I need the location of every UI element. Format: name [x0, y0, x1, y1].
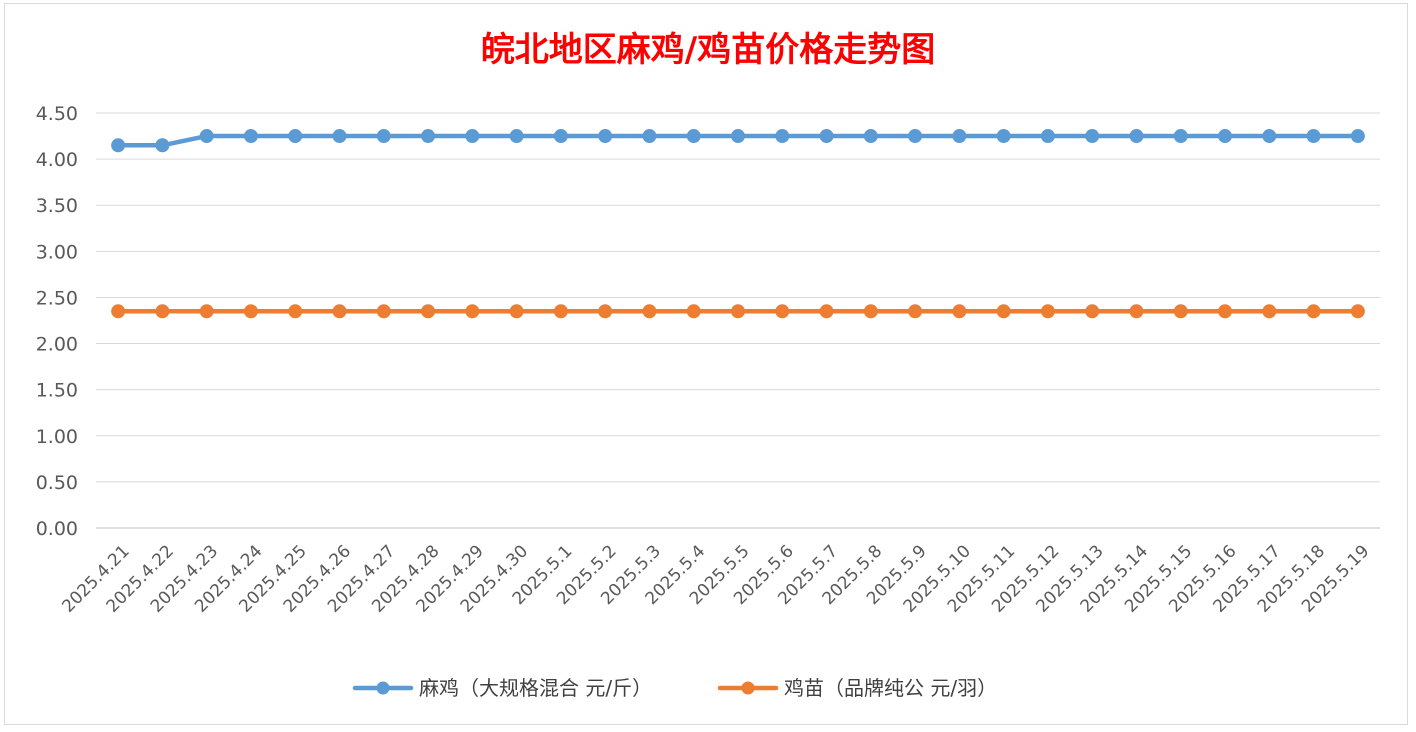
- data-point-series-1: [1040, 129, 1055, 144]
- data-point-series-1: [996, 129, 1011, 144]
- data-point-series-2: [1262, 304, 1277, 319]
- data-point-series-1: [465, 129, 480, 144]
- y-tick-label: 2.50: [36, 287, 78, 309]
- data-point-series-1: [376, 129, 391, 144]
- y-tick-label: 0.00: [36, 518, 78, 540]
- data-point-series-2: [775, 304, 790, 319]
- data-point-series-1: [1350, 129, 1365, 144]
- data-point-series-2: [111, 304, 126, 319]
- data-point-series-2: [1173, 304, 1188, 319]
- data-point-series-1: [421, 129, 436, 144]
- data-point-series-2: [1129, 304, 1144, 319]
- data-point-series-1: [1085, 129, 1100, 144]
- legend-label: 鸡苗（品牌纯公 元/羽）: [784, 676, 997, 700]
- data-point-series-2: [819, 304, 834, 319]
- data-point-series-1: [155, 138, 170, 153]
- data-point-series-2: [465, 304, 480, 319]
- data-point-series-2: [996, 304, 1011, 319]
- data-point-series-2: [421, 304, 436, 319]
- data-point-series-1: [509, 129, 524, 144]
- y-tick-label: 2.00: [36, 334, 78, 356]
- data-point-series-2: [863, 304, 878, 319]
- data-point-series-1: [686, 129, 701, 144]
- data-point-series-2: [1218, 304, 1233, 319]
- data-point-series-1: [952, 129, 967, 144]
- data-point-series-1: [111, 138, 126, 153]
- data-point-series-1: [819, 129, 834, 144]
- data-point-series-2: [376, 304, 391, 319]
- data-point-series-1: [288, 129, 303, 144]
- legend-swatch-marker: [376, 681, 390, 695]
- data-point-series-1: [553, 129, 568, 144]
- y-tick-label: 4.50: [36, 103, 78, 125]
- data-point-series-2: [199, 304, 214, 319]
- data-point-series-2: [553, 304, 568, 319]
- data-point-series-2: [1085, 304, 1100, 319]
- data-point-series-1: [598, 129, 613, 144]
- data-point-series-1: [1262, 129, 1277, 144]
- y-tick-label: 4.00: [36, 149, 78, 171]
- data-point-series-1: [243, 129, 258, 144]
- data-point-series-2: [598, 304, 613, 319]
- data-point-series-1: [1173, 129, 1188, 144]
- data-point-series-2: [243, 304, 258, 319]
- data-point-series-1: [332, 129, 347, 144]
- data-point-series-2: [288, 304, 303, 319]
- data-point-series-1: [1306, 129, 1321, 144]
- data-point-series-1: [199, 129, 214, 144]
- data-point-series-2: [332, 304, 347, 319]
- chart-title: 皖北地区麻鸡/鸡苗价格走势图: [481, 30, 935, 70]
- data-point-series-2: [1350, 304, 1365, 319]
- data-point-series-2: [908, 304, 923, 319]
- data-point-series-2: [642, 304, 657, 319]
- data-point-series-1: [642, 129, 657, 144]
- chart-area: [4, 3, 1408, 725]
- data-point-series-2: [155, 304, 170, 319]
- legend-swatch-marker: [741, 681, 755, 695]
- data-point-series-1: [731, 129, 745, 144]
- data-point-series-1: [908, 129, 923, 144]
- y-tick-label: 3.00: [36, 241, 78, 263]
- data-point-series-1: [1129, 129, 1144, 144]
- data-point-series-2: [686, 304, 701, 319]
- data-point-series-2: [731, 304, 745, 319]
- data-point-series-2: [1040, 304, 1055, 319]
- data-point-series-1: [775, 129, 790, 144]
- legend-label: 麻鸡（大规格混合 元/斤）: [419, 676, 652, 700]
- data-point-series-2: [952, 304, 967, 319]
- y-tick-label: 0.50: [36, 472, 78, 494]
- y-tick-label: 1.00: [36, 426, 78, 448]
- y-tick-label: 1.50: [36, 380, 78, 402]
- data-point-series-2: [509, 304, 524, 319]
- data-point-series-1: [863, 129, 878, 144]
- data-point-series-1: [1218, 129, 1233, 144]
- data-point-series-2: [1306, 304, 1321, 319]
- y-tick-label: 3.50: [36, 195, 78, 217]
